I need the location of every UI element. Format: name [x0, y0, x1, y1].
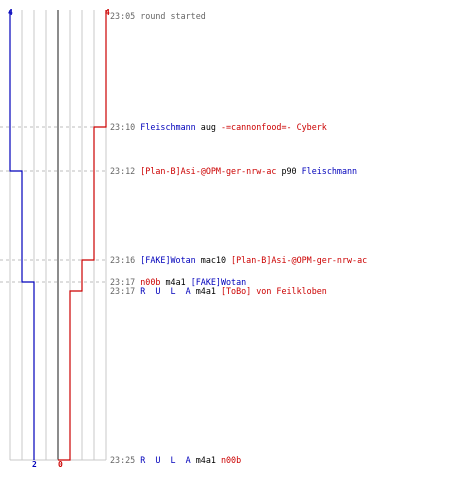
event-time: 23:25 — [110, 455, 136, 465]
blue-player-name: R U L A — [140, 455, 191, 465]
blue-player-name: R U L A — [140, 286, 191, 296]
red-player-name: n00b — [140, 277, 161, 287]
event-row: 23:05 round started — [110, 11, 206, 21]
blue-team-line — [9, 10, 35, 460]
red-player-name: n00b — [220, 455, 242, 465]
red-player-name: [ToBo] — [220, 286, 252, 296]
blue-player-name: Fleischmann — [301, 166, 358, 176]
weapon-name: mac10 — [195, 255, 232, 265]
red-team-line — [58, 10, 107, 461]
weapon-name: m4a1 — [190, 286, 221, 296]
red-player-name: [Plan-B]Asi-@OPM-ger-nrw-ac — [231, 255, 368, 265]
blue-end-count: 2 — [32, 460, 37, 469]
red-player-name: von Feilkloben — [251, 286, 327, 296]
event-row: 23:16 [FAKE]Wotan mac10 [Plan-B]Asi-@OPM… — [110, 255, 367, 265]
event-row: 23:10 Fleischmann aug -=cannonfood=- Cyb… — [110, 122, 327, 132]
red-player-name: [Plan-B]Asi-@OPM-ger-nrw-ac — [140, 166, 277, 176]
blue-start-count: 4 — [8, 8, 13, 17]
blue-player-name: [FAKE]Wotan — [190, 277, 247, 287]
event-time: 23:17 — [110, 277, 136, 287]
event-time: 23:12 — [110, 166, 136, 176]
blue-player-name: Fleischmann — [140, 122, 196, 132]
event-time: 23:05 — [110, 11, 136, 21]
event-row: 23:12 [Plan-B]Asi-@OPM-ger-nrw-ac p90 Fl… — [110, 166, 357, 176]
weapon-name: m4a1 — [190, 455, 221, 465]
blue-player-name: [FAKE]Wotan — [140, 255, 196, 265]
event-comment: round started — [140, 11, 206, 21]
weapon-name: m4a1 — [160, 277, 191, 287]
event-row: 23:17 R U L A m4a1 [ToBo] von Feilkloben — [110, 286, 327, 296]
event-row: 23:25 R U L A m4a1 n00b — [110, 455, 241, 465]
red-end-count: 0 — [58, 460, 63, 469]
event-time: 23:16 — [110, 255, 136, 265]
event-time: 23:17 — [110, 286, 136, 296]
red-player-name: -=cannonfood=- Cyberk — [220, 122, 327, 132]
red-start-count: 4 — [105, 8, 110, 17]
weapon-name: p90 — [276, 166, 302, 176]
weapon-name: aug — [195, 122, 221, 132]
event-time: 23:10 — [110, 122, 136, 132]
event-row: 23:17 n00b m4a1 [FAKE]Wotan — [110, 277, 246, 287]
